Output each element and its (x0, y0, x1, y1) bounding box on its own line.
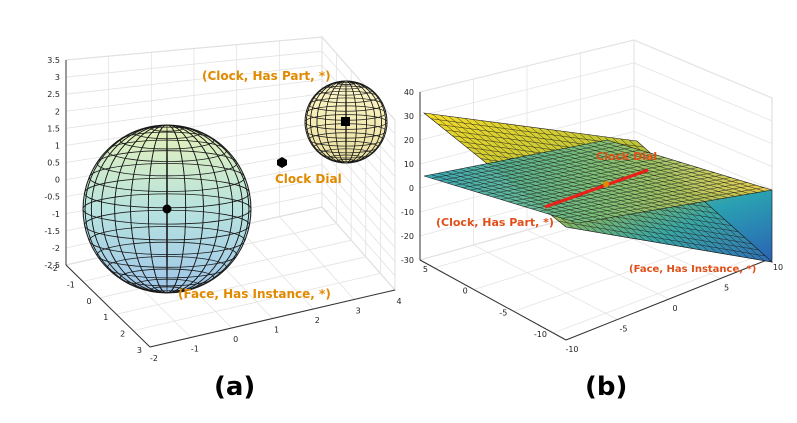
intersection-line (544, 168, 649, 209)
z-tick-label-b: -30 (401, 256, 414, 265)
label-face-has-instance-b: (Face, Has Instance, *) (629, 264, 756, 275)
clock-dial-point-b (603, 181, 609, 187)
y-tick-label: -2 (50, 264, 58, 273)
label-face-has-instance-a: (Face, Has Instance, *) (178, 287, 331, 301)
z-tick-label: -2.5 (44, 261, 60, 270)
y-tick-label: 2 (120, 330, 125, 339)
z-tick-label: 3 (55, 73, 60, 82)
x-tick-label-b: -10 (565, 345, 578, 354)
y-tick-label-b: 5 (423, 265, 428, 274)
z-tick-label: 2.5 (47, 90, 60, 99)
y-tick-label-b: -10 (534, 330, 547, 339)
face-center-dot (162, 204, 172, 214)
x-tick-label: 0 (233, 335, 238, 344)
z-tick-label: 3.5 (47, 56, 60, 65)
y-tick-label: 3 (137, 346, 142, 355)
x-tick-label-b: 5 (724, 284, 729, 293)
z-tick-label: -0.5 (44, 193, 60, 202)
z-tick-label-b: 20 (404, 136, 414, 145)
x-tick-label-b: 0 (672, 304, 677, 313)
z-tick-label: 0 (55, 176, 60, 185)
z-tick-label-b: 30 (404, 112, 414, 121)
y-tick-label: 1 (103, 313, 108, 322)
z-tick-label: 0.5 (47, 159, 60, 168)
clock-dial-plane (423, 139, 773, 224)
y-tick-label: 0 (87, 297, 92, 306)
x-tick-label: -1 (191, 345, 199, 354)
x-tick-label: 4 (396, 297, 401, 306)
z-tick-label: 1.5 (47, 124, 60, 133)
z-tick-label-b: 0 (409, 184, 414, 193)
x-tick-label-b: -5 (620, 325, 628, 334)
label-clock-dial-b: Clock Dial (596, 150, 657, 163)
y-tick-label: -1 (67, 280, 75, 289)
z-tick-label: -1 (52, 210, 60, 219)
caption-b: (b) (585, 372, 627, 402)
z-tick-label: 2 (55, 107, 60, 116)
clock-dial-point (277, 157, 287, 168)
x-tick-label-b: 10 (773, 263, 783, 272)
y-tick-label-b: 0 (463, 287, 468, 296)
z-tick-label-b: 10 (404, 160, 414, 169)
z-tick-label-b: 40 (404, 88, 414, 97)
z-tick-label-b: -10 (401, 208, 414, 217)
label-clock-has-part-a: (Clock, Has Part, *) (202, 69, 331, 83)
z-tick-label: -2 (52, 244, 60, 253)
x-tick-label: 1 (274, 326, 279, 335)
x-tick-label: 3 (356, 307, 361, 316)
y-tick-label-b: -5 (499, 308, 507, 317)
z-tick-label: -1.5 (44, 227, 60, 236)
x-tick-label: -2 (150, 354, 158, 363)
caption-a: (a) (214, 372, 255, 402)
label-clock-dial-a: Clock Dial (275, 172, 342, 186)
label-clock-has-part-b: (Clock, Has Part, *) (436, 216, 554, 229)
clock-center-dot (341, 117, 350, 126)
face-sphere (82, 124, 252, 294)
z-tick-label-b: -20 (401, 232, 414, 241)
z-tick-label: 1 (55, 141, 60, 150)
clock-sphere (304, 80, 388, 164)
x-tick-label: 2 (315, 316, 320, 325)
